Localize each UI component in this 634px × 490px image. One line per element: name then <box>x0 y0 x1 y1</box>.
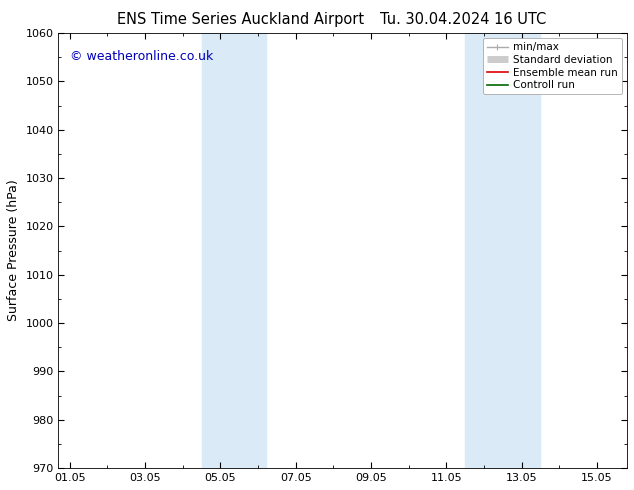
Text: © weatheronline.co.uk: © weatheronline.co.uk <box>70 50 213 63</box>
Y-axis label: Surface Pressure (hPa): Surface Pressure (hPa) <box>7 180 20 321</box>
Text: Tu. 30.04.2024 16 UTC: Tu. 30.04.2024 16 UTC <box>380 12 546 27</box>
Bar <box>202 33 266 468</box>
Bar <box>465 33 540 468</box>
Text: ENS Time Series Auckland Airport: ENS Time Series Auckland Airport <box>117 12 365 27</box>
Legend: min/max, Standard deviation, Ensemble mean run, Controll run: min/max, Standard deviation, Ensemble me… <box>482 38 622 95</box>
